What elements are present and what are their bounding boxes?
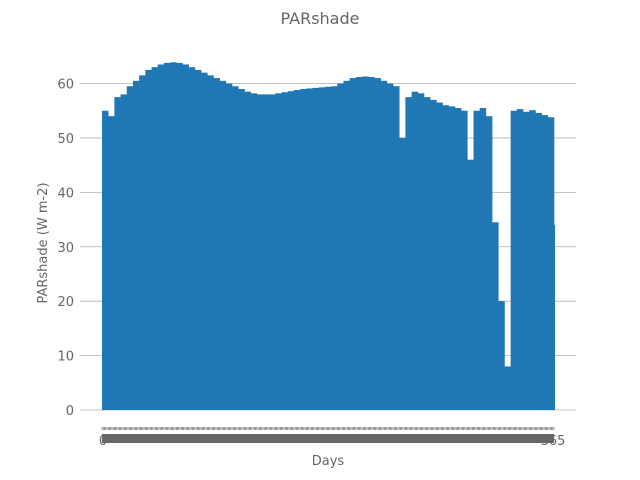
bar [300, 88, 307, 411]
y-tick-label: 40 [57, 186, 74, 201]
bar [120, 94, 128, 410]
bar [269, 94, 276, 410]
bar [108, 116, 115, 411]
bar [510, 110, 518, 410]
y-tick-labels: 0 10 20 30 40 50 60 [57, 78, 74, 419]
bar [504, 366, 511, 410]
y-tick-label: 10 [57, 350, 74, 365]
bar [362, 76, 369, 411]
bar [176, 62, 183, 411]
chart-title: PARshade [281, 9, 360, 28]
x-tick-marks [101, 427, 555, 443]
bar [467, 159, 474, 410]
bar [461, 110, 468, 410]
bar [170, 62, 177, 410]
bar [523, 111, 530, 410]
y-tick-label: 50 [57, 132, 74, 147]
bar [349, 78, 357, 411]
x-axis-label: Days [312, 454, 345, 469]
x-tick-label-last: 365 [541, 434, 566, 449]
y-tick-label: 20 [57, 295, 74, 310]
bar [287, 91, 295, 410]
bar [411, 91, 419, 411]
x-tick-labels-overlap [102, 434, 554, 443]
y-tick-label: 0 [66, 404, 74, 419]
bar [498, 301, 505, 410]
bar [244, 91, 251, 411]
y-tick-label: 30 [57, 241, 74, 256]
bar [337, 83, 344, 410]
bar [399, 137, 406, 411]
bar [151, 67, 159, 411]
bar [541, 115, 549, 411]
bar [423, 97, 431, 410]
bar [256, 94, 264, 410]
bar [324, 86, 332, 410]
bar [126, 86, 134, 410]
bar [225, 83, 233, 410]
bar [139, 75, 146, 410]
bar [368, 77, 375, 410]
bars [102, 62, 555, 411]
bar [238, 88, 245, 411]
bar [448, 106, 456, 410]
bar [293, 90, 301, 410]
bar [262, 94, 270, 410]
bar [473, 110, 480, 410]
bar [188, 67, 196, 411]
bar [250, 93, 258, 410]
bar [386, 83, 394, 410]
bar [442, 105, 450, 410]
bar [182, 64, 189, 410]
bar [213, 78, 220, 411]
bar [529, 110, 536, 411]
bar [405, 97, 412, 410]
bar [436, 102, 443, 410]
bar [516, 109, 524, 411]
bar [275, 93, 282, 410]
bar [145, 69, 152, 411]
bar [318, 87, 326, 411]
bar [163, 62, 171, 411]
x-tick-label-first: 0 [99, 434, 107, 449]
bar [454, 108, 462, 410]
bar [114, 97, 121, 410]
bar [219, 80, 227, 410]
bar [102, 110, 109, 410]
bar [343, 80, 350, 410]
bar [492, 222, 499, 410]
bar [554, 225, 555, 410]
bar [306, 88, 313, 411]
bar [201, 72, 208, 410]
bar [479, 108, 487, 410]
bar [232, 86, 239, 410]
y-tick-label: 60 [57, 78, 74, 93]
bar [485, 116, 493, 411]
bar [430, 99, 437, 411]
bar [393, 86, 400, 410]
bar [355, 77, 363, 410]
bar [374, 78, 381, 411]
bar [535, 112, 542, 410]
bar [312, 87, 320, 410]
y-axis-label: PARshade (W m-2) [36, 182, 51, 303]
bar [380, 80, 388, 410]
bar [157, 64, 165, 410]
bar [547, 117, 555, 410]
bar [417, 93, 425, 410]
bar [207, 75, 214, 410]
bar [281, 92, 289, 410]
bar [132, 80, 140, 410]
bar [331, 86, 338, 410]
bar [194, 69, 202, 411]
